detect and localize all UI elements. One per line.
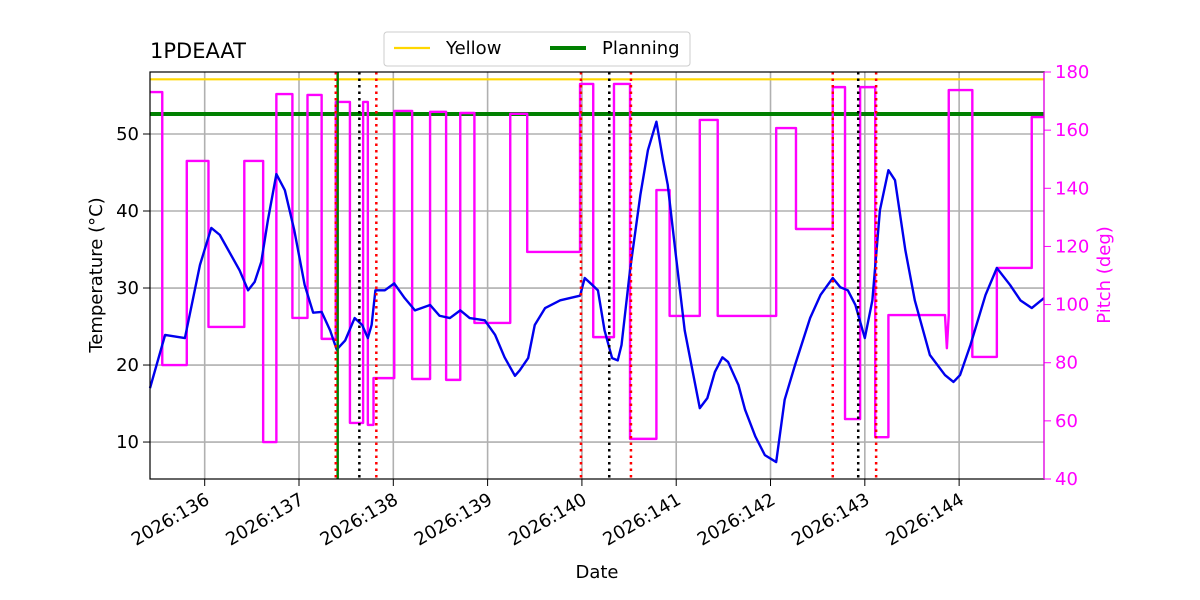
y2-tick-label: 120 xyxy=(1055,236,1089,257)
y-tick-label: 20 xyxy=(116,355,139,376)
x-axis-label: Date xyxy=(575,562,618,583)
y2-tick-label: 80 xyxy=(1055,353,1078,374)
y-tick-label: 10 xyxy=(116,432,139,453)
y2-tick-label: 100 xyxy=(1055,295,1089,316)
y2-tick-label: 140 xyxy=(1055,178,1089,199)
y-axis-label: Temperature (°C) xyxy=(86,197,107,353)
legend-box xyxy=(383,31,691,67)
y-tick-label: 40 xyxy=(116,201,139,222)
y-tick-label: 30 xyxy=(116,278,139,299)
y2-tick-label: 60 xyxy=(1055,411,1078,432)
y2-tick-label: 180 xyxy=(1055,62,1089,83)
chart-title: 1PDEAAT xyxy=(150,39,246,63)
legend-label: Planning xyxy=(602,38,680,59)
data-line xyxy=(150,82,1044,444)
y2-tick-label: 40 xyxy=(1055,469,1078,490)
data-line xyxy=(148,120,1045,464)
y-tick-label: 50 xyxy=(116,124,139,145)
legend-label: Yellow xyxy=(445,38,501,59)
y2-axis-label: Pitch (deg) xyxy=(1094,226,1115,324)
y2-tick-label: 160 xyxy=(1055,120,1089,141)
